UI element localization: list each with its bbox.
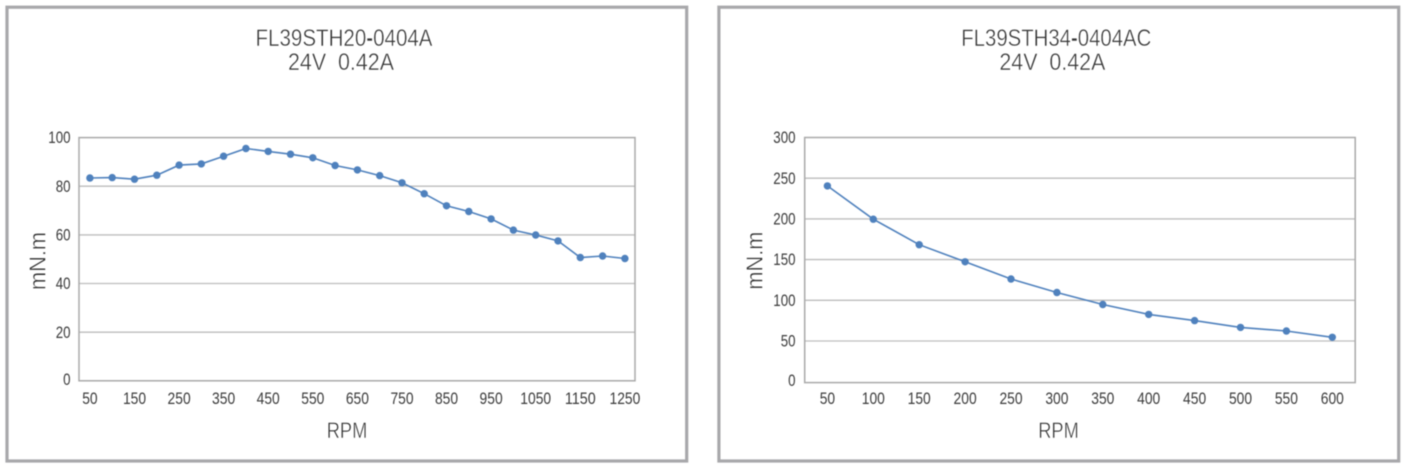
svg-text:100: 100 [48,129,70,147]
svg-text:80: 80 [56,178,71,196]
svg-text:850: 850 [435,390,458,408]
svg-text:1050: 1050 [520,390,551,408]
svg-text:450: 450 [257,390,280,408]
svg-text:FL39STH34-0404AC: FL39STH34-0404AC [961,25,1151,52]
svg-text:150: 150 [123,390,146,408]
svg-text:500: 500 [1229,390,1252,408]
svg-text:450: 450 [1183,390,1206,408]
svg-text:100: 100 [862,390,885,408]
svg-text:50: 50 [781,333,796,351]
svg-text:250: 250 [773,170,795,188]
svg-text:0: 0 [63,371,70,389]
svg-text:mN.m: mN.m [24,232,50,290]
svg-text:50: 50 [82,390,97,408]
svg-text:mN.m: mN.m [741,232,767,290]
svg-text:350: 350 [1091,390,1114,408]
svg-text:1250: 1250 [610,390,641,408]
svg-text:200: 200 [773,211,795,229]
svg-text:300: 300 [773,129,795,147]
svg-text:550: 550 [301,390,324,408]
svg-text:FL39STH20-0404A: FL39STH20-0404A [256,25,433,52]
svg-text:40: 40 [56,275,71,293]
svg-text:300: 300 [1045,390,1068,408]
svg-text:1150: 1150 [565,390,596,408]
svg-text:150: 150 [908,390,931,408]
svg-text:250: 250 [168,390,191,408]
svg-text:0: 0 [788,372,795,390]
svg-text:550: 550 [1275,390,1298,408]
svg-text:650: 650 [346,390,369,408]
svg-text:24V 0.42A: 24V 0.42A [999,49,1105,76]
svg-text:RPM: RPM [1038,418,1079,443]
svg-text:750: 750 [390,390,413,408]
svg-text:350: 350 [212,390,235,408]
svg-text:400: 400 [1137,390,1160,408]
svg-text:60: 60 [56,227,71,245]
svg-text:50: 50 [820,390,835,408]
svg-text:200: 200 [954,390,977,408]
svg-text:24V 0.42A: 24V 0.42A [288,49,394,76]
svg-text:100: 100 [773,292,795,310]
svg-text:950: 950 [480,390,503,408]
svg-text:20: 20 [56,324,71,342]
svg-text:RPM: RPM [327,418,368,443]
svg-text:600: 600 [1321,390,1344,408]
svg-text:250: 250 [999,390,1022,408]
svg-text:150: 150 [773,251,795,269]
